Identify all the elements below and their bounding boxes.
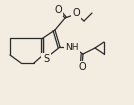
Text: S: S [43,54,49,64]
Text: O: O [72,8,80,18]
Text: O: O [54,5,62,15]
Text: O: O [78,62,86,72]
Text: NH: NH [65,43,79,51]
